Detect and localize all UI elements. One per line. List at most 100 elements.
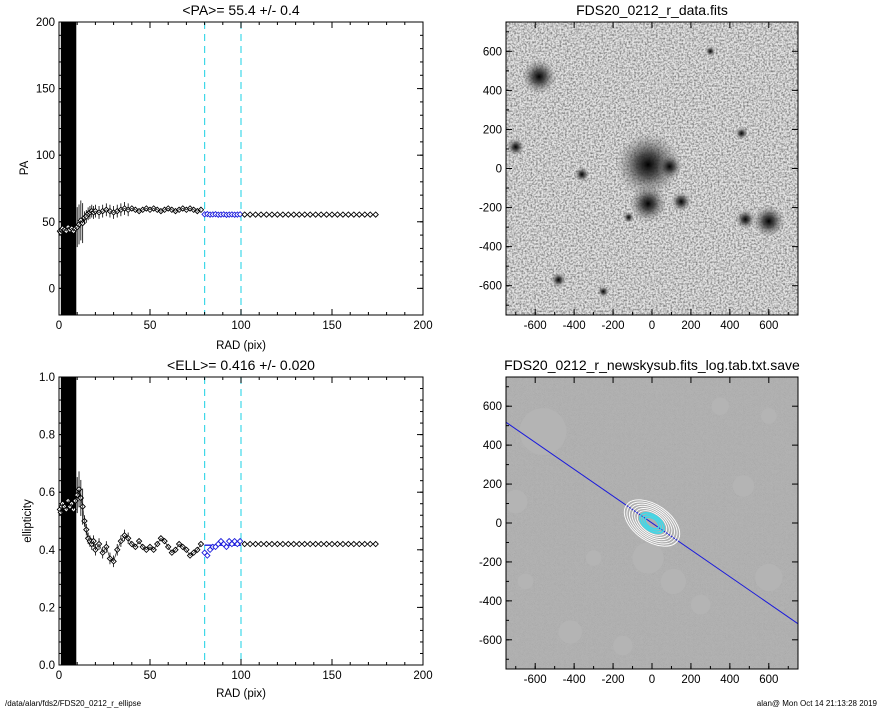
isophote-ellipse xyxy=(641,514,663,532)
profile-line xyxy=(59,208,202,234)
x-tick-label: 200 xyxy=(413,320,432,332)
x-tick-label: 0 xyxy=(649,320,655,332)
x-tick-label: -600 xyxy=(524,320,547,332)
y-tick-label: 600 xyxy=(483,46,502,58)
x-tick-label: 50 xyxy=(144,670,157,682)
data-point xyxy=(323,540,330,548)
y-tick-label: -200 xyxy=(479,203,502,215)
ellipse-overlay xyxy=(506,421,798,625)
masked-regions xyxy=(506,397,783,656)
data-point xyxy=(306,211,314,218)
data-point xyxy=(350,211,358,218)
data-point xyxy=(366,211,374,218)
data-point xyxy=(372,211,379,218)
x-tick-label: -200 xyxy=(602,674,625,686)
pa-title: <PA>= 55.4 +/- 0.4 xyxy=(182,2,299,18)
inner-region-fill xyxy=(60,377,77,665)
profile-line xyxy=(59,488,202,562)
data-image-title: FDS20_0212_r_data.fits xyxy=(576,2,728,18)
isophote-ellipse xyxy=(631,505,673,541)
data-point xyxy=(285,540,292,548)
data-point xyxy=(241,540,248,548)
image-source xyxy=(705,46,716,57)
data-point xyxy=(301,540,308,548)
data-point xyxy=(257,211,265,218)
y-tick-label: 200 xyxy=(483,124,502,136)
y-tick-label: 0.6 xyxy=(39,487,55,499)
mask-region xyxy=(690,595,711,615)
data-point xyxy=(356,540,363,548)
data-image-axes: -600 -400 -200 0 200 400 600 -600 -400 -200 0 200 40… xyxy=(479,21,799,332)
y-tick-label: -600 xyxy=(479,635,502,647)
x-tick-label: -400 xyxy=(563,674,586,686)
data-point xyxy=(246,540,254,548)
y-tick-label: 50 xyxy=(42,217,55,229)
y-tick-label: 0.0 xyxy=(39,660,55,672)
data-point xyxy=(317,211,325,218)
image-source xyxy=(597,285,609,298)
ell-title: <ELL>= 0.416 +/- 0.020 xyxy=(167,357,315,373)
skysub-image-title: FDS20_0212_r_newskysub.fits_log.tab.txt.… xyxy=(504,357,800,373)
image-source xyxy=(735,127,748,140)
y-tick-label: 0.4 xyxy=(39,545,56,557)
data-point xyxy=(296,540,303,548)
data-point xyxy=(339,211,347,218)
x-tick-label: 150 xyxy=(322,670,341,682)
data-point xyxy=(312,540,319,548)
isophote-ellipse xyxy=(634,508,670,538)
data-point xyxy=(301,211,308,218)
data-point xyxy=(334,540,341,548)
mask-region xyxy=(755,563,783,592)
data-point xyxy=(279,211,287,218)
data-point xyxy=(257,540,265,548)
data-point xyxy=(236,537,244,545)
mask-region xyxy=(558,620,582,644)
data-point xyxy=(328,211,336,218)
data-point xyxy=(345,540,352,548)
data-point xyxy=(241,211,248,218)
data-image-panel: FDS20_0212_r_data.fits -600 -400 -200 0 200 4… xyxy=(479,2,799,332)
pa-direction-line xyxy=(506,421,798,625)
x-tick-label: 50 xyxy=(144,320,157,332)
x-tick-label: 100 xyxy=(231,670,250,682)
footer-timestamp: alan@ Mon Oct 14 21:13:28 2019 xyxy=(756,699,877,708)
x-tick-label: 0 xyxy=(56,320,62,332)
isophote-ellipse xyxy=(629,503,675,543)
ell-y-label: ellipticity xyxy=(22,499,34,543)
y-tick-label: 400 xyxy=(483,85,502,97)
y-tick-label: 100 xyxy=(36,150,55,162)
image-source xyxy=(507,138,525,156)
isophote-ellipse xyxy=(644,516,660,530)
y-tick-label: 150 xyxy=(36,84,55,96)
image-source xyxy=(752,205,785,238)
data-point xyxy=(339,540,347,548)
y-tick-label: 0 xyxy=(49,283,55,295)
image-source xyxy=(574,166,590,182)
data-point xyxy=(345,211,352,218)
data-point xyxy=(290,540,298,548)
x-tick-label: 600 xyxy=(759,320,778,332)
data-point xyxy=(268,540,276,548)
image-source xyxy=(551,272,567,288)
data-point xyxy=(263,540,270,548)
image-source xyxy=(521,59,557,95)
y-tick-label: 0 xyxy=(496,518,502,530)
x-tick-label: 400 xyxy=(720,320,739,332)
mask-region xyxy=(517,573,534,590)
data-point xyxy=(252,211,259,218)
mask-region xyxy=(711,397,729,415)
x-tick-label: -200 xyxy=(602,320,625,332)
y-tick-label: 200 xyxy=(36,17,55,29)
y-tick-label: 200 xyxy=(483,479,502,491)
image-source xyxy=(657,154,682,180)
y-tick-label: -400 xyxy=(479,596,502,608)
data-point xyxy=(317,540,325,548)
data-point xyxy=(296,211,303,218)
data-point xyxy=(323,211,330,218)
data-point xyxy=(236,211,244,218)
x-tick-label: -400 xyxy=(563,320,586,332)
mask-region xyxy=(519,408,567,455)
data-point xyxy=(197,206,205,214)
data-point xyxy=(274,211,281,218)
